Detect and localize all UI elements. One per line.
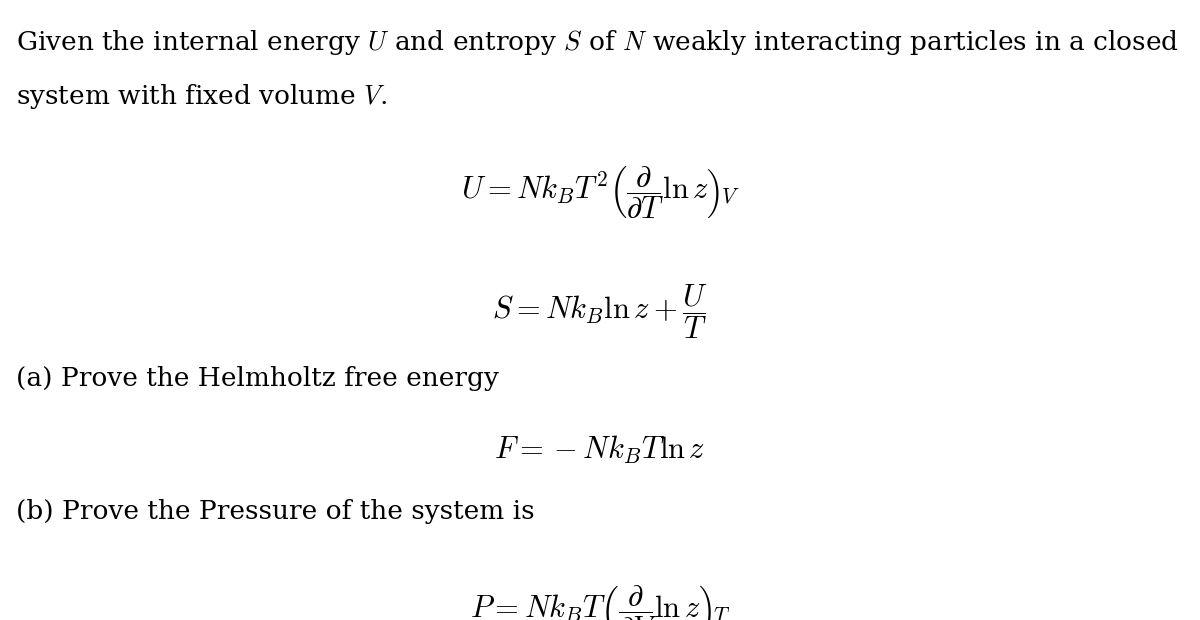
Text: Given the internal energy $\mathit{U}$ and entropy $\mathit{S}$ of $\mathit{N}$ : Given the internal energy $\mathit{U}$ a… — [16, 28, 1178, 57]
Text: (a) Prove the Helmholtz free energy: (a) Prove the Helmholtz free energy — [16, 366, 498, 391]
Text: system with fixed volume $\mathit{V}$.: system with fixed volume $\mathit{V}$. — [16, 82, 386, 111]
Text: $P = Nk_{B}T\left(\dfrac{\partial}{\partial V}\ln z\right)_{\!T}$: $P = Nk_{B}T\left(\dfrac{\partial}{\part… — [469, 583, 731, 620]
Text: $S = Nk_{B}\ln z + \dfrac{U}{T}$: $S = Nk_{B}\ln z + \dfrac{U}{T}$ — [492, 282, 708, 340]
Text: $F = -Nk_{B}T\ln z$: $F = -Nk_{B}T\ln z$ — [494, 434, 706, 466]
Text: (b) Prove the Pressure of the system is: (b) Prove the Pressure of the system is — [16, 499, 534, 524]
Text: $U = Nk_{B}T^{2}\left(\dfrac{\partial}{\partial T}\ln z\right)_{\!V}$: $U = Nk_{B}T^{2}\left(\dfrac{\partial}{\… — [461, 164, 739, 221]
